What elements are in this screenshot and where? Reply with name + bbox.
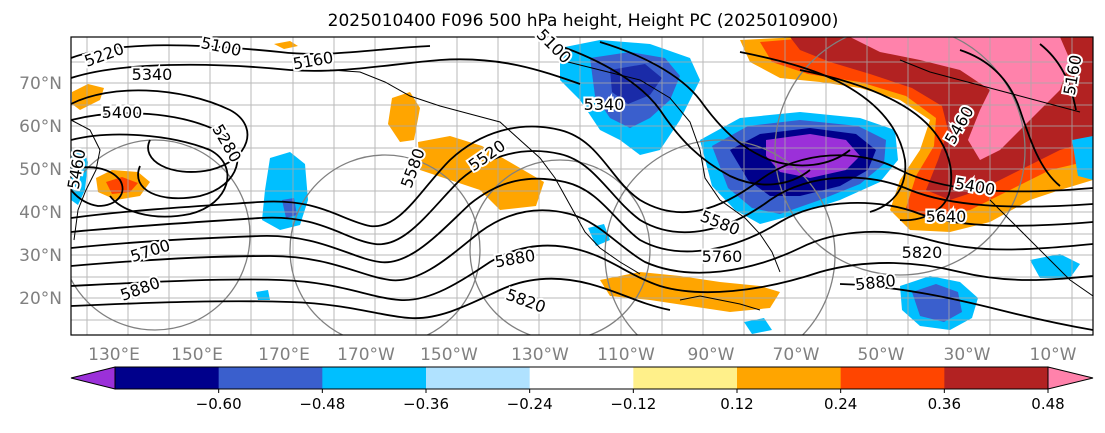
- longitude-tick-label: 170°W: [337, 345, 395, 365]
- height-contour: [1039, 43, 1077, 111]
- colorbar-tick-label: 0.12: [720, 395, 753, 413]
- height-contour: [71, 150, 1093, 245]
- anomaly-negative-region: [744, 318, 772, 334]
- height-contour: [71, 277, 671, 319]
- latitude-tick-label: 20°N: [19, 289, 62, 309]
- height-contour: [559, 45, 811, 186]
- reference-circle: [774, 37, 1026, 276]
- colorbar-tick-label: −0.36: [403, 395, 449, 413]
- height-contour: [71, 89, 249, 173]
- latitude-tick-label: 30°N: [19, 246, 62, 266]
- height-contour: [739, 51, 907, 213]
- contour-label: 5400: [102, 103, 143, 122]
- colorbar-tick-label: 0.24: [824, 395, 857, 413]
- height-contour: [71, 166, 124, 207]
- anomaly-negative-region: [588, 224, 610, 246]
- map-frame: [70, 36, 1094, 336]
- longitude-tick-label: 170°E: [258, 345, 310, 365]
- colorbar-extend-max: [1047, 366, 1094, 390]
- anomaly-negative-region: [766, 134, 860, 178]
- longitude-tick-label: 30°W: [944, 345, 991, 365]
- coastlines: [71, 59, 1093, 311]
- longitude-ticks: 130°E 150°E 170°E 170°W 150°W 130°W 110°W 90°W 7…: [88, 345, 1077, 365]
- colorbar-outline: [114, 366, 1049, 390]
- height-contour: [959, 49, 1061, 187]
- height-contour: [599, 41, 851, 167]
- height-contour: [71, 244, 1093, 301]
- colorbar-segment: [633, 367, 738, 389]
- height-contour: [71, 209, 1093, 282]
- chart-title: 2025010400 F096 500 hPa height, Height P…: [328, 11, 839, 31]
- colorbar-segment: [737, 367, 842, 389]
- height-contour: [71, 58, 581, 85]
- longitude-tick-label: 90°W: [688, 345, 735, 365]
- reference-circle: [469, 159, 651, 335]
- height-contour: [71, 125, 1093, 227]
- longitude-tick-label: 130°E: [88, 345, 140, 365]
- map-content: [71, 37, 1093, 335]
- colorbar-tick-label: −0.24: [507, 395, 553, 413]
- graticule: [71, 37, 1093, 335]
- latitude-tick-label: 70°N: [19, 74, 62, 94]
- longitude-tick-label: 70°W: [773, 345, 820, 365]
- reference-circles: [71, 37, 1026, 335]
- reference-circle: [71, 139, 251, 331]
- contour-label: 5340: [584, 95, 625, 114]
- longitude-tick-label: 110°W: [597, 345, 655, 365]
- latitude-tick-label: 40°N: [19, 203, 62, 223]
- longitude-tick-label: 150°W: [420, 345, 478, 365]
- coastline-north-america-east: [559, 59, 781, 273]
- height-contours: [71, 41, 1093, 331]
- coastline-north-america-west: [329, 69, 641, 275]
- colorbar-extend-min: [70, 366, 116, 390]
- reference-circle: [604, 139, 836, 335]
- colorbar-tick-label: −0.12: [610, 395, 656, 413]
- height-contour: [839, 283, 1093, 331]
- contour-label: 5640: [926, 207, 967, 226]
- anomaly-positive-region: [274, 41, 298, 49]
- height-contour: [71, 133, 229, 218]
- longitude-tick-label: 130°W: [511, 345, 569, 365]
- coastline-asia: [71, 119, 101, 241]
- colorbar-tick-label: 0.48: [1031, 395, 1064, 413]
- height-contour: [71, 112, 239, 200]
- height-contour: [71, 177, 1093, 264]
- colorbar-segment: [218, 367, 323, 389]
- colorbar-segment: [529, 367, 634, 389]
- colorbar: −0.60 −0.48 −0.36 −0.24 −0.12 0.12 0.24 0.36 0.4…: [70, 366, 1094, 413]
- longitude-tick-label: 150°E: [171, 345, 223, 365]
- contour-label: 5340: [132, 65, 173, 84]
- latitude-tick-label: 60°N: [19, 117, 62, 137]
- longitude-tick-label: 50°W: [858, 345, 905, 365]
- colorbar-tick-label: −0.48: [299, 395, 345, 413]
- longitude-tick-label: 10°W: [1030, 345, 1077, 365]
- colorbar-segment: [840, 367, 945, 389]
- coastline-africa: [989, 199, 1093, 297]
- colorbar-segment: [426, 367, 531, 389]
- latitude-ticks: 70°N 60°N 50°N 40°N 30°N 20°N: [19, 74, 62, 309]
- colorbar-tick-label: −0.60: [196, 395, 242, 413]
- contour-label: 5760: [702, 247, 743, 266]
- colorbar-segment: [322, 367, 427, 389]
- contour-label: 5820: [902, 243, 943, 262]
- latitude-tick-label: 50°N: [19, 160, 62, 180]
- colorbar-tick-label: 0.36: [928, 395, 961, 413]
- anomaly-negative-region: [1030, 254, 1080, 278]
- coastline-caribbean: [679, 295, 761, 311]
- colorbar-segment: [115, 367, 220, 389]
- anomaly-negative-region: [610, 64, 662, 104]
- colorbar-segment: [944, 367, 1049, 389]
- anomaly-positive-region: [850, 37, 1070, 160]
- coastline-europe: [899, 59, 1081, 113]
- reference-circle: [289, 154, 481, 335]
- height-contour: [799, 69, 953, 222]
- height-contour: [71, 44, 431, 59]
